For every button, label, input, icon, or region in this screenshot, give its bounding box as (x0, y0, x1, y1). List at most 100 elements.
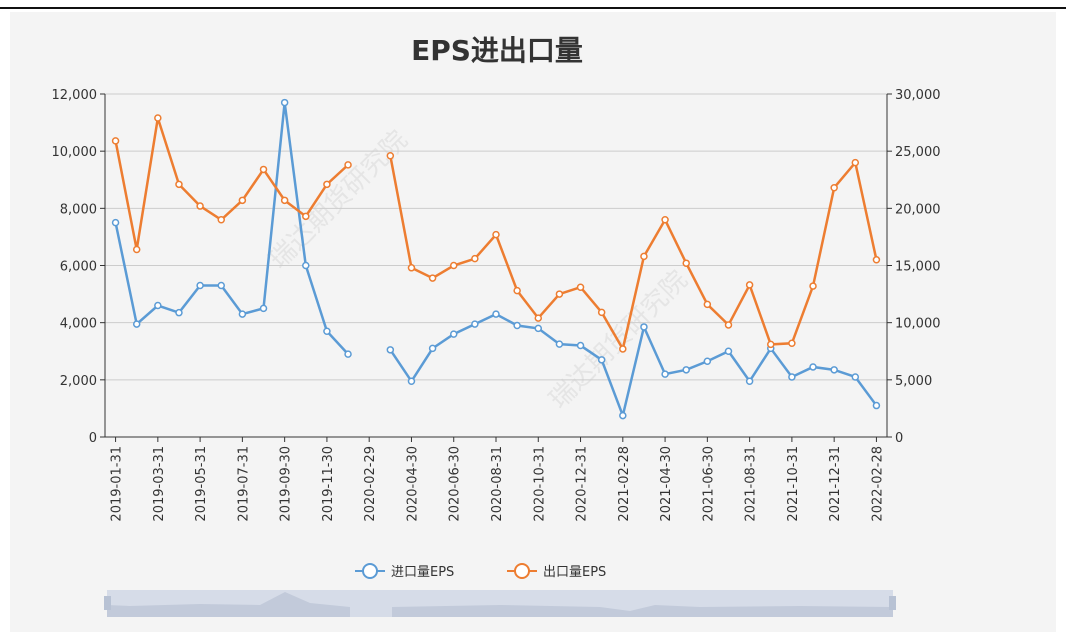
point (661, 370, 669, 378)
y-tick-label: 10,000 (52, 145, 98, 160)
point (386, 151, 395, 160)
point (217, 216, 225, 224)
point (280, 98, 289, 107)
point (280, 196, 289, 205)
point (302, 261, 310, 270)
x-tick-label: 2020-08-31 (490, 446, 505, 522)
x-tick-label: 2021-04-30 (659, 446, 674, 522)
point (323, 327, 331, 335)
point (132, 320, 141, 328)
series-line (114, 117, 349, 250)
point (576, 283, 585, 291)
legend-marker (362, 563, 378, 579)
zoom-handle[interactable] (104, 596, 111, 610)
y2-tick-label: 25,000 (895, 145, 941, 160)
data-zoom[interactable] (104, 590, 896, 617)
y2-tick-label: 20,000 (895, 202, 941, 217)
x-tick-label: 2021-10-31 (786, 446, 801, 522)
x-tick-label: 2020-02-29 (363, 446, 378, 522)
point (238, 310, 247, 318)
legend-label: 进口量EPS (391, 565, 454, 580)
x-tick-label: 2020-06-30 (448, 446, 463, 522)
point (449, 330, 458, 338)
point (471, 254, 479, 263)
point (302, 212, 310, 221)
point (217, 281, 225, 290)
top-rule (0, 7, 1066, 9)
legend-marker (514, 563, 530, 579)
point (534, 314, 543, 322)
point (492, 230, 500, 239)
point (597, 356, 606, 364)
point (703, 300, 712, 309)
y2-tick-label: 0 (895, 431, 903, 446)
point (851, 373, 860, 381)
point (788, 373, 796, 381)
point (724, 321, 733, 329)
series-line (114, 102, 349, 355)
point (682, 259, 690, 267)
y2-tick-label: 15,000 (895, 260, 941, 275)
point (175, 180, 183, 189)
point (619, 345, 627, 353)
point (428, 344, 437, 353)
x-tick-label: 2020-12-31 (575, 446, 590, 522)
y-tick-label: 0 (89, 431, 97, 446)
point (259, 165, 268, 174)
y-tick-label: 4,000 (60, 317, 97, 332)
point (175, 308, 183, 317)
point (111, 218, 120, 227)
point (513, 321, 521, 330)
point (851, 158, 860, 167)
x-tick-label: 2019-05-31 (194, 446, 209, 522)
point (830, 184, 838, 192)
point (323, 180, 331, 189)
point (428, 274, 437, 282)
y-tick-label: 6,000 (60, 260, 97, 275)
point (555, 340, 564, 348)
y-tick-label: 12,000 (52, 88, 98, 103)
x-tick-label: 2020-04-30 (405, 446, 420, 522)
point (449, 261, 458, 270)
point (555, 290, 564, 298)
x-tick-label: 2022-02-28 (870, 446, 885, 522)
legend-label: 出口量EPS (543, 565, 606, 580)
x-tick-label: 2019-09-30 (279, 446, 294, 522)
x-tick-label: 2019-11-30 (321, 446, 336, 522)
x-tick-label: 2021-06-30 (701, 446, 716, 522)
series-line (389, 312, 878, 420)
point (640, 252, 648, 261)
point (682, 366, 690, 374)
point (132, 245, 141, 254)
point (344, 161, 352, 169)
y-tick-label: 8,000 (60, 202, 97, 217)
y2-tick-label: 10,000 (895, 317, 941, 332)
point (492, 310, 500, 318)
zoom-handle[interactable] (889, 596, 896, 610)
point (724, 347, 733, 355)
point (238, 196, 247, 205)
point (513, 286, 521, 295)
zoom-preview (392, 605, 893, 617)
point (619, 411, 627, 420)
x-tick-label: 2019-07-31 (236, 446, 251, 522)
point (703, 357, 712, 366)
chart-background (10, 12, 1056, 632)
point (809, 282, 817, 290)
point (196, 202, 204, 210)
point (111, 137, 120, 145)
point (407, 264, 416, 272)
y-tick-label: 2,000 (60, 374, 97, 389)
point (259, 304, 268, 313)
point (386, 346, 395, 354)
zoom-preview (107, 592, 350, 617)
point (640, 323, 648, 331)
x-tick-label: 2021-12-31 (828, 446, 843, 522)
point (767, 340, 775, 349)
point (745, 281, 754, 289)
point (576, 341, 585, 350)
point (597, 308, 606, 317)
point (407, 377, 416, 386)
point (872, 401, 881, 410)
